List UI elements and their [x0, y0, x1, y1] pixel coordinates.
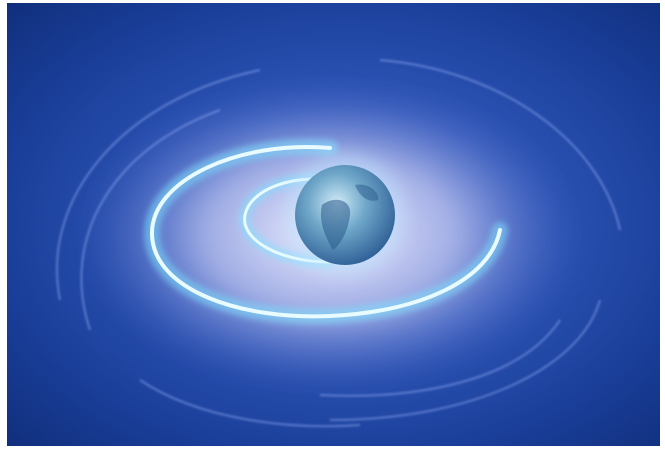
globe-continent — [355, 184, 379, 201]
inner-arc — [243, 177, 332, 264]
streak — [139, 379, 361, 428]
globe-continent — [320, 199, 351, 250]
streak — [55, 69, 261, 301]
streak — [379, 59, 621, 231]
streak — [80, 109, 221, 331]
streak — [329, 299, 601, 421]
spiral-glow — [143, 139, 508, 325]
streak — [319, 319, 561, 397]
speed-streaks — [55, 59, 621, 428]
outer-arc — [149, 145, 502, 319]
